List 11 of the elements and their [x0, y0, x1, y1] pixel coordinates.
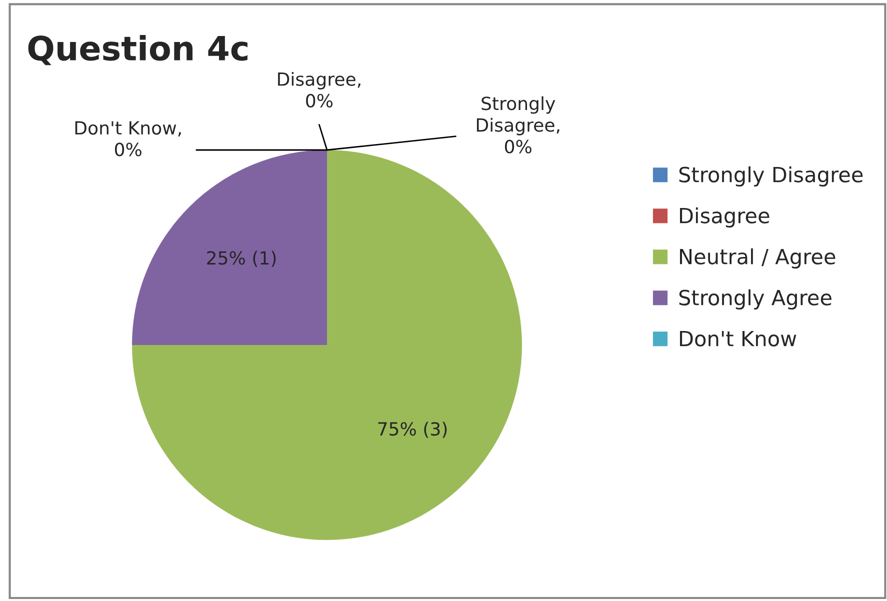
text: Disagree, 0%	[278, 72, 360, 108]
legend-label: Strongly Agree	[679, 289, 832, 310]
legend-label: Disagree	[680, 207, 770, 228]
text: Strongly Disagree, 0%	[476, 96, 560, 154]
legend-label: Neutral / Agree	[680, 248, 836, 269]
text: Don't Know, 0%	[75, 121, 181, 156]
chart-title: Question 4c	[28, 34, 248, 66]
data-label: 75% (3)	[378, 422, 447, 438]
legend-label: Don't Know	[680, 330, 796, 346]
data-label: 25% (1)	[207, 250, 276, 267]
legend-label: Strongly Disagree	[679, 166, 863, 187]
